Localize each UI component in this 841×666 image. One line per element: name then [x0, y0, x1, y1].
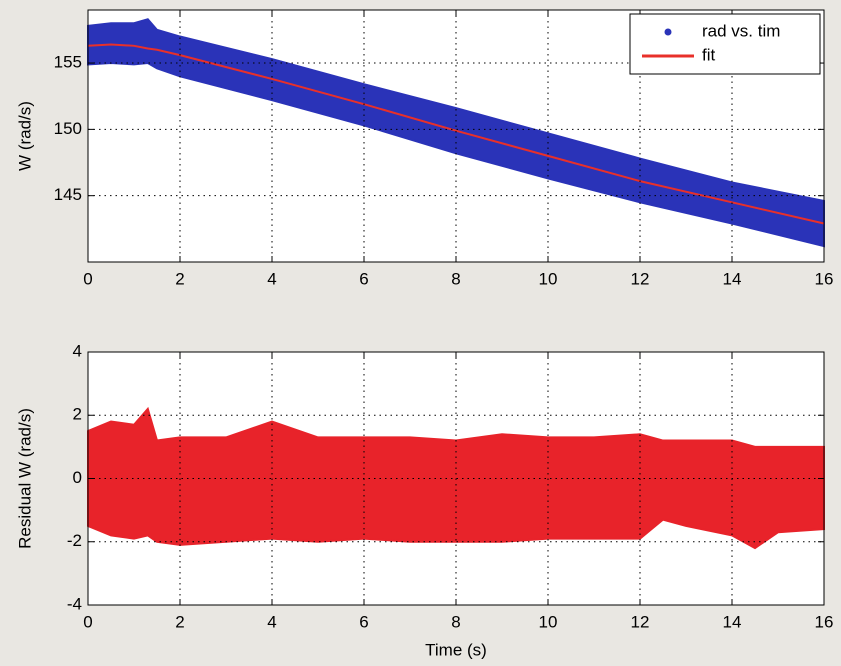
legend-marker [664, 28, 672, 36]
x-tick-label: 4 [267, 269, 276, 288]
legend-box [629, 13, 821, 75]
y-tick-label: -4 [67, 594, 82, 613]
x-tick-label: 16 [815, 269, 834, 288]
x-tick-label: 8 [451, 612, 460, 631]
x-tick-label: 6 [359, 269, 368, 288]
x-tick-label: 8 [451, 269, 460, 288]
y-axis-label: W (rad/s) [15, 101, 34, 171]
y-tick-label: 0 [73, 468, 82, 487]
x-tick-label: 14 [723, 612, 742, 631]
x-tick-label: 12 [631, 269, 650, 288]
y-tick-label: 155 [54, 53, 82, 72]
legend: rad vs. tim fit [629, 13, 821, 75]
legend-label: fit [702, 45, 716, 64]
legend-label: rad vs. tim [702, 21, 780, 40]
x-tick-label: 0 [83, 612, 92, 631]
x-tick-label: 2 [175, 612, 184, 631]
x-tick-label: 10 [539, 612, 558, 631]
y-tick-label: 4 [73, 341, 82, 360]
y-axis-label: Residual W (rad/s) [15, 408, 34, 549]
x-tick-label: 14 [723, 269, 742, 288]
axes-frame [87, 351, 825, 606]
y-tick-label: -2 [67, 531, 82, 550]
x-tick-label: 0 [83, 269, 92, 288]
y-tick-label: 150 [54, 119, 82, 138]
x-tick-label: 12 [631, 612, 650, 631]
y-tick-label: 145 [54, 185, 82, 204]
x-tick-label: 6 [359, 612, 368, 631]
axes: 0 2 4 6 8 10 12 14 16 -4 -2 0 2 4 Residual W (rad/s) Ti… [15, 341, 833, 659]
axes: 0 2 4 6 8 10 12 14 16 145 150 155 W (rad/s) rad vs. t… [15, 9, 834, 288]
x-tick-label: 4 [267, 612, 276, 631]
x-tick-label: 16 [815, 612, 834, 631]
x-tick-label: 2 [175, 269, 184, 288]
axes-frame [87, 9, 825, 263]
x-tick-label: 10 [539, 269, 558, 288]
y-tick-label: 2 [73, 405, 82, 424]
x-axis-label: Time (s) [425, 640, 487, 659]
